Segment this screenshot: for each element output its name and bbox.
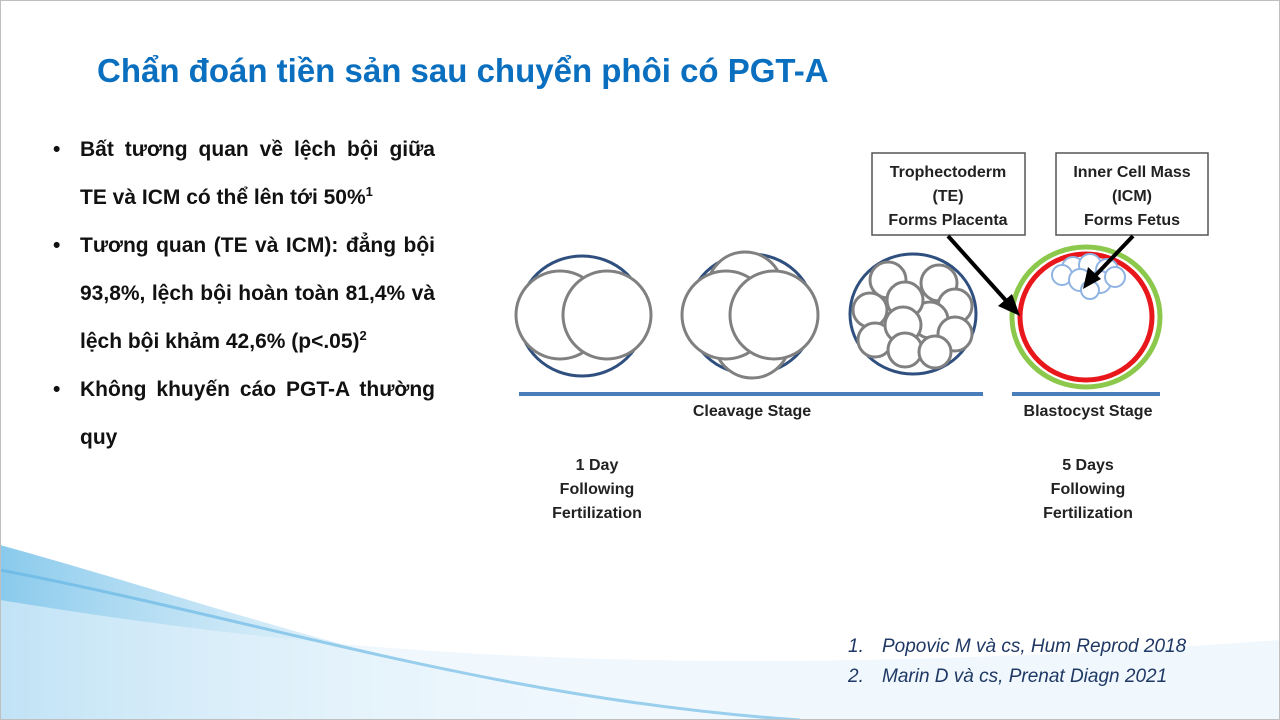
svg-text:Fertilization: Fertilization — [552, 505, 642, 522]
citation: 1 — [365, 184, 373, 199]
te-label-box: Trophectoderm (TE) Forms Placenta — [871, 152, 1026, 236]
cleavage-stage-bar — [519, 392, 983, 396]
bullet-icon: • — [53, 378, 61, 401]
svg-text:Fertilization: Fertilization — [1043, 505, 1133, 522]
two-cell-embryo — [514, 254, 653, 378]
day1-label: 1 Day Following Fertilization — [552, 457, 642, 522]
blastocyst-embryo — [1009, 244, 1163, 390]
four-cell-embryo — [680, 250, 820, 380]
bullet-icon: • — [53, 138, 61, 161]
svg-text:Forms Placenta: Forms Placenta — [888, 212, 1007, 229]
blastocyst-stage-bar — [1012, 392, 1160, 396]
svg-text:(ICM): (ICM) — [1112, 188, 1152, 205]
arrow-icon — [946, 234, 1135, 316]
citation: 2 — [359, 328, 367, 343]
bullet-list: • Bất tương quan về lệch bội giữa TE và I… — [53, 126, 435, 462]
svg-text:Following: Following — [1051, 481, 1126, 498]
bullet-item: • Tương quan (TE và ICM): đẳng bội 93,8%,… — [53, 222, 435, 366]
reference-item: 1. Popovic M và cs, Hum Reprod 2018 — [848, 636, 1187, 657]
day5-label: 5 Days Following Fertilization — [1043, 457, 1133, 522]
icm-label-box: Inner Cell Mass (ICM) Forms Fetus — [1055, 152, 1209, 236]
bullet-item: • Bất tương quan về lệch bội giữa TE và I… — [53, 126, 435, 222]
svg-text:Inner Cell Mass: Inner Cell Mass — [1073, 164, 1190, 181]
bullet-icon: • — [53, 234, 61, 257]
svg-text:Trophectoderm: Trophectoderm — [890, 164, 1006, 181]
reference-item: 2. Marin D và cs, Prenat Diagn 2021 — [848, 666, 1168, 687]
morula-embryo — [848, 252, 978, 376]
svg-text:(TE): (TE) — [932, 188, 963, 205]
svg-text:5 Days: 5 Days — [1062, 457, 1114, 474]
embryo-diagram: Trophectoderm (TE) Forms Placenta Inner … — [505, 140, 1210, 522]
references: 1. Popovic M và cs, Hum Reprod 2018 2. Mar… — [848, 632, 1186, 692]
svg-text:Following: Following — [560, 481, 635, 498]
svg-text:1 Day: 1 Day — [576, 457, 619, 474]
cleavage-stage-label: Cleavage Stage — [693, 403, 811, 420]
blastocyst-stage-label: Blastocyst Stage — [1024, 403, 1153, 420]
slide-title: Chẩn đoán tiền sản sau chuyển phôi có PG… — [97, 52, 829, 89]
bullet-item: • Không khuyến cáo PGT-A thường quy — [53, 366, 435, 462]
svg-text:Forms Fetus: Forms Fetus — [1084, 212, 1180, 229]
